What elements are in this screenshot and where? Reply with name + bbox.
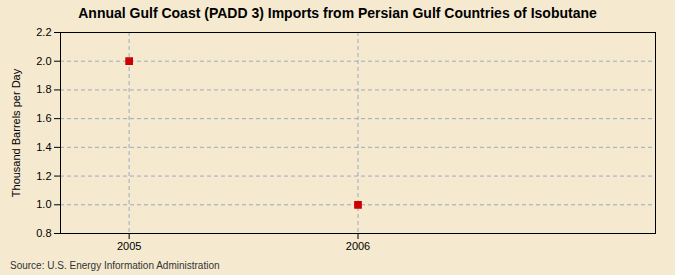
svg-text:2.2: 2.2 bbox=[36, 26, 51, 38]
html-text:Annual Gulf Coast (PADD 3) Imp: Annual Gulf Coast (PADD 3) Imports from … bbox=[78, 5, 597, 21]
svg-text:0.8: 0.8 bbox=[36, 227, 51, 239]
svg-text:1.6: 1.6 bbox=[36, 112, 51, 124]
svg-text:2006: 2006 bbox=[346, 240, 370, 252]
svg-text:2.0: 2.0 bbox=[36, 55, 51, 67]
svg-text:1.8: 1.8 bbox=[36, 83, 51, 95]
svg-text:1.2: 1.2 bbox=[36, 170, 51, 182]
html-text:Source: U.S. Energy Informatio: Source: U.S. Energy Information Administ… bbox=[10, 260, 220, 271]
svg-text:Thousand Barrels per Day: Thousand Barrels per Day bbox=[10, 68, 22, 197]
svg-text:1.4: 1.4 bbox=[36, 141, 51, 153]
svg-text:1.0: 1.0 bbox=[36, 198, 51, 210]
svg-text:2005: 2005 bbox=[117, 240, 141, 252]
